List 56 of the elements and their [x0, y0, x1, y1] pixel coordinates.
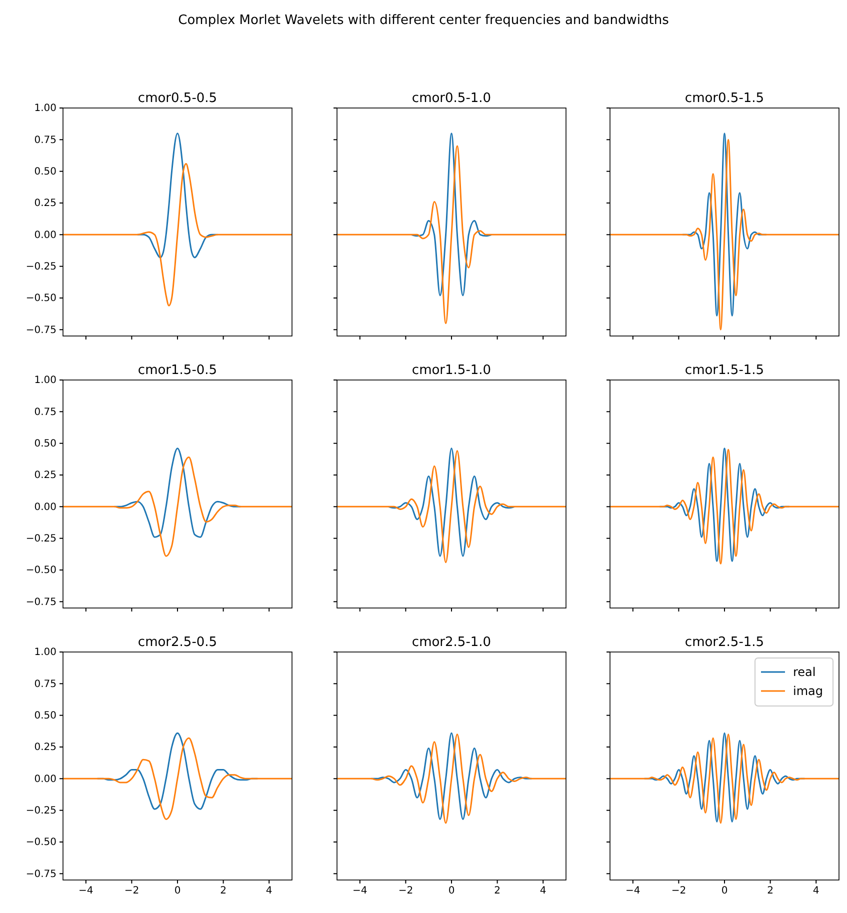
y-tick-label: 0.25: [34, 470, 56, 482]
y-tick-label: 0.50: [34, 710, 56, 722]
y-tick-label: 0.50: [34, 438, 56, 450]
x-tick-label: 0: [721, 886, 728, 897]
chart-title: cmor2.5-1.0: [412, 635, 492, 650]
chart-title: cmor1.5-0.5: [138, 363, 218, 378]
x-tick-label: 4: [812, 886, 820, 897]
y-tick-label: −0.25: [26, 262, 56, 273]
y-tick-label: −0.25: [26, 534, 56, 545]
y-tick-label: −0.75: [26, 868, 56, 880]
legend-label: real: [793, 665, 816, 679]
x-tick-label: −4: [352, 886, 368, 897]
line-series: [63, 456, 292, 557]
x-tick-label: −2: [671, 886, 686, 897]
y-tick-label: 0.75: [34, 678, 56, 690]
x-tick-label: 4: [266, 886, 272, 897]
x-tick-label: 2: [220, 886, 226, 897]
y-tick-label: 0.75: [34, 134, 56, 146]
x-tick-label: −2: [398, 886, 414, 897]
legend-label: imag: [793, 684, 823, 698]
x-tick-label: 0: [174, 886, 181, 897]
chart-title: cmor1.5-1.5: [684, 363, 764, 378]
x-tick-label: 0: [448, 886, 455, 897]
chart-title: cmor0.5-1.0: [412, 91, 492, 106]
line-series: [63, 737, 292, 820]
y-tick-label: 0.25: [34, 198, 56, 210]
y-tick-label: −0.50: [26, 837, 56, 848]
y-tick-label: 1.00: [34, 103, 56, 114]
y-tick-label: −0.75: [26, 324, 56, 336]
chart-title: cmor0.5-0.5: [138, 91, 218, 106]
y-tick-label: 0.75: [34, 406, 56, 418]
y-tick-label: −0.50: [26, 293, 56, 304]
text: Complex Morlet Wavelets with different center frequencies and bandwidths: [178, 13, 670, 28]
chart-title: cmor2.5-0.5: [138, 635, 218, 650]
line-series: [114, 448, 242, 538]
y-tick-label: 0.00: [34, 774, 56, 785]
line-series: [136, 132, 218, 258]
x-tick-label: 4: [540, 886, 546, 897]
y-tick-label: 0.50: [34, 166, 56, 178]
line-series: [63, 162, 292, 306]
chart-title: cmor2.5-1.5: [684, 635, 764, 650]
y-tick-label: 0.00: [34, 502, 56, 513]
y-tick-label: −0.75: [26, 596, 56, 608]
x-tick-label: −4: [626, 886, 640, 897]
x-tick-label: 2: [494, 886, 500, 897]
y-tick-label: 0.00: [34, 230, 56, 241]
y-tick-label: −0.50: [26, 565, 56, 576]
y-tick-label: 0.25: [34, 742, 56, 754]
chart-title: cmor0.5-1.5: [684, 91, 764, 106]
y-tick-label: 1.00: [34, 375, 56, 386]
x-tick-label: −2: [124, 886, 140, 897]
chart-title: cmor1.5-1.0: [412, 363, 492, 378]
y-tick-label: −0.25: [26, 806, 56, 817]
x-tick-label: 2: [767, 886, 774, 897]
y-tick-label: 1.00: [34, 647, 56, 658]
x-tick-label: −4: [78, 886, 94, 897]
